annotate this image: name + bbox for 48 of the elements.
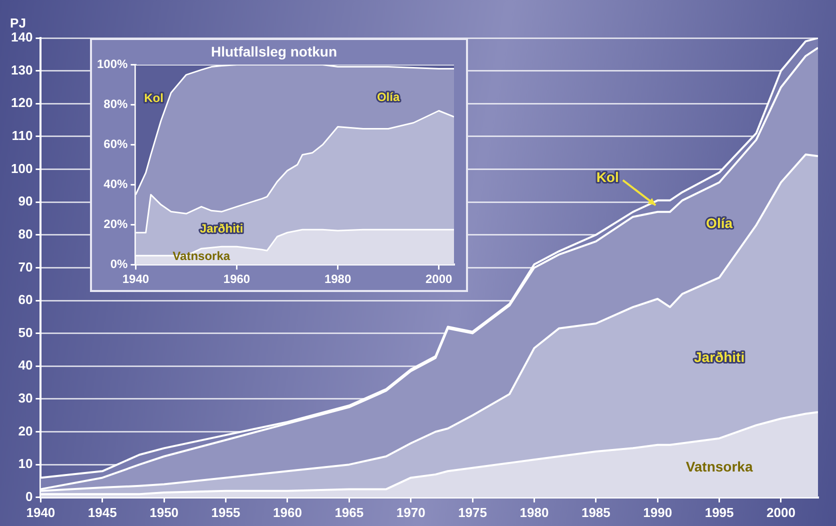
x-tick-label: 1985 (581, 504, 610, 520)
y-tick-label: 60 (18, 292, 33, 308)
y-tick-label: 0% (110, 256, 128, 271)
y-tick-label: 40 (18, 358, 33, 373)
y-tick-label: 120 (10, 95, 33, 110)
series-label: Jarðhiti (694, 348, 745, 365)
x-tick-label: 2000 (425, 272, 453, 286)
y-tick-label: 0 (25, 488, 33, 504)
x-tick-label: 1965 (334, 504, 364, 520)
y-tick-label: 80 (18, 226, 33, 242)
y-tick-label: 80% (104, 97, 128, 112)
y-tick-label: 70 (18, 259, 33, 274)
series-label: Jarðhiti (200, 221, 244, 236)
text: Kol (596, 169, 619, 186)
x-tick-label: 1955 (211, 504, 240, 520)
x-tick-label: 1980 (520, 504, 549, 520)
x-tick-label: 1980 (324, 272, 352, 286)
series-label: Olía (706, 214, 733, 231)
y-tick-label: 130 (10, 62, 33, 78)
y-tick-label: 40% (104, 176, 128, 191)
x-tick-label: 2000 (766, 504, 796, 520)
y-tick-label: 100 (10, 160, 33, 176)
x-tick-label: 1945 (88, 504, 117, 520)
series-label: Vatnsorka (172, 248, 230, 263)
y-tick-label: 100% (96, 57, 128, 72)
y-tick-label: 20 (18, 423, 33, 438)
x-tick-label: 1995 (704, 504, 734, 520)
x-tick-label: 1960 (272, 504, 302, 520)
x-tick-label: 1990 (643, 504, 672, 520)
x-tick-label: 1940 (26, 504, 56, 520)
x-tick-label: 1940 (122, 272, 150, 286)
y-tick-label: 10 (18, 456, 33, 472)
x-tick-label: 1975 (458, 504, 487, 520)
x-tick-label: 1960 (223, 272, 250, 286)
y-axis-title: PJ (10, 16, 26, 31)
series-label: Vatnsorka (686, 458, 753, 475)
x-tick-label: 1950 (150, 504, 179, 520)
chart-title: Hlutfallsleg notkun (211, 43, 337, 60)
y-tick-label: 110 (12, 128, 33, 144)
y-tick-label: 20% (104, 216, 128, 231)
x-tick-label: 1970 (396, 504, 426, 520)
series-label: Olía (376, 90, 400, 104)
y-tick-label: 60% (104, 137, 128, 152)
y-tick-label: 50 (18, 324, 33, 340)
y-tick-label: 30 (18, 390, 33, 406)
y-tick-label: 90 (18, 194, 33, 209)
series-label: Kol (144, 91, 164, 106)
y-tick-label: 140 (10, 30, 33, 45)
